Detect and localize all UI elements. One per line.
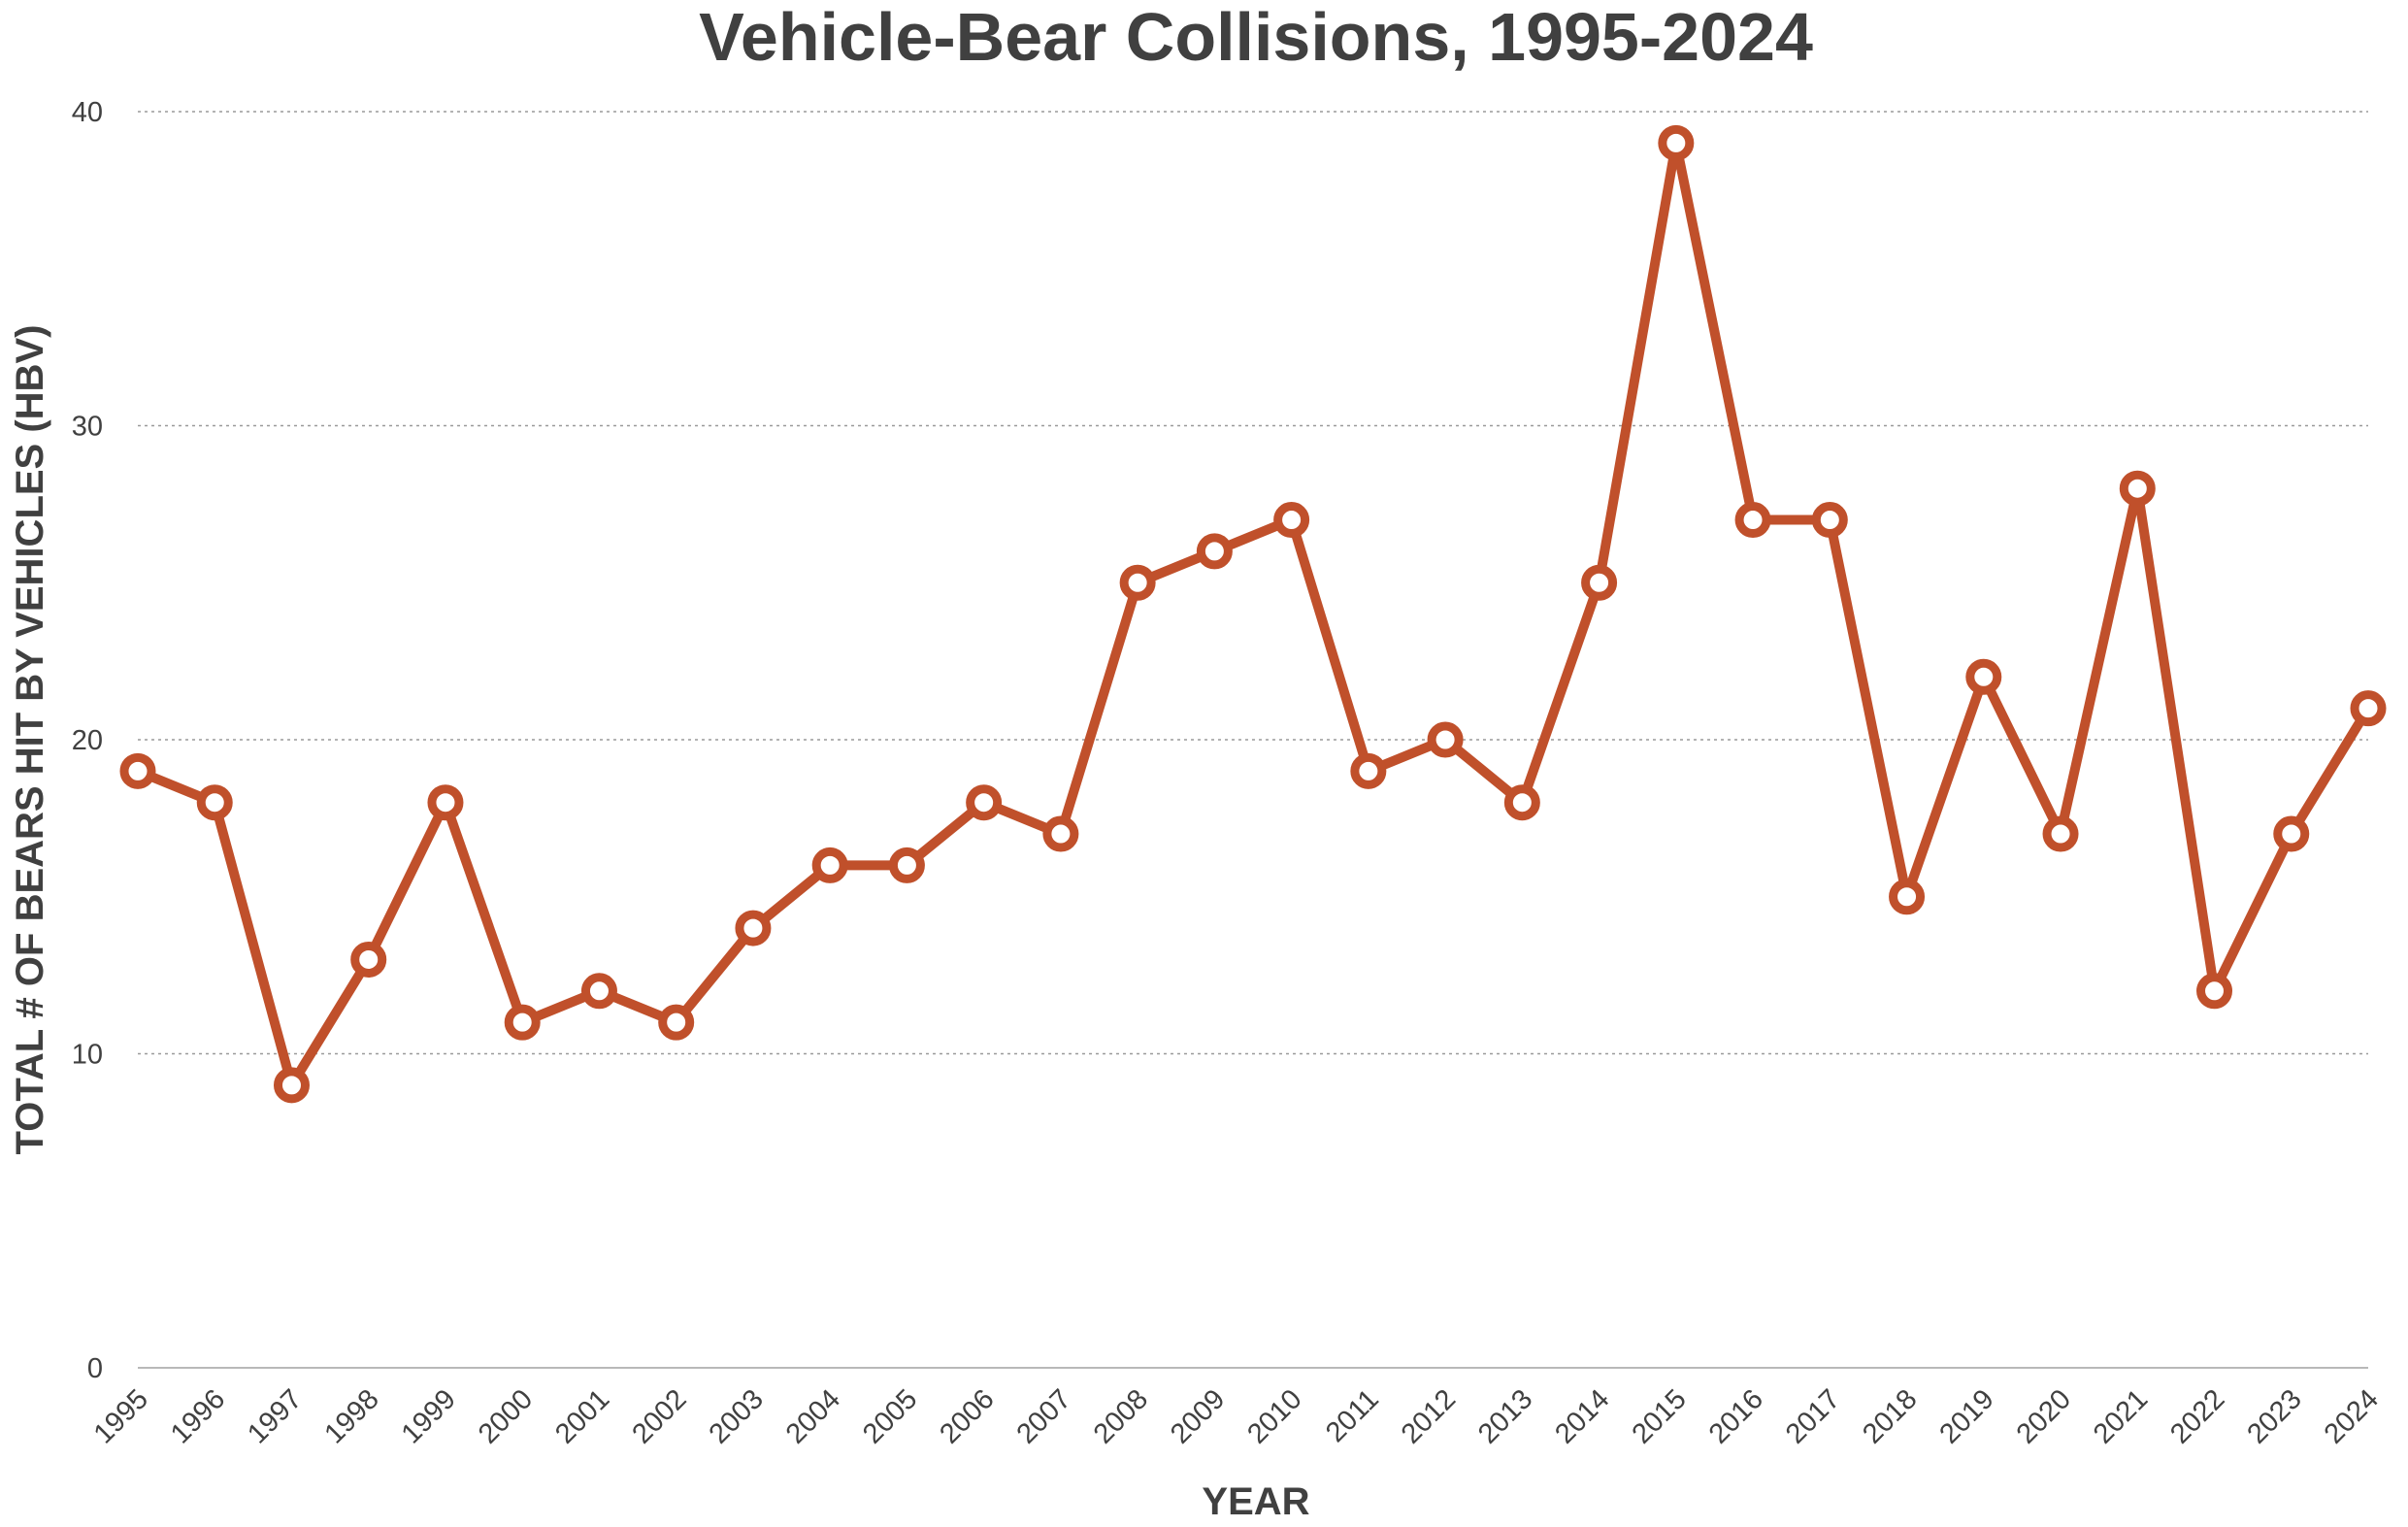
x-tick-label: 1999	[396, 1383, 462, 1449]
data-point-1995	[119, 752, 156, 789]
x-tick-label: 2017	[1780, 1383, 1846, 1449]
x-tick-label: 2018	[1857, 1383, 1923, 1449]
x-tick-label: 2022	[2164, 1383, 2230, 1449]
data-point-2004	[811, 846, 848, 883]
x-tick-label: 1998	[318, 1383, 384, 1449]
y-tick-label: 30	[72, 412, 103, 443]
x-tick-label: 2003	[704, 1383, 770, 1449]
x-tick-label: 1995	[88, 1383, 154, 1449]
x-tick-label: 2014	[1549, 1383, 1615, 1449]
grid-lines	[138, 111, 2368, 1369]
y-tick-label: 40	[72, 97, 103, 128]
data-point-2013	[1503, 784, 1540, 821]
data-point-2017	[1811, 502, 1848, 539]
x-tick-label: 2001	[549, 1383, 615, 1449]
data-point-1999	[427, 784, 464, 821]
x-tick-label: 2016	[1703, 1383, 1769, 1449]
series-line	[133, 138, 2373, 1090]
data-point-2003	[735, 910, 772, 946]
data-point-2001	[580, 973, 617, 1010]
x-tick-label: 2024	[2319, 1383, 2385, 1449]
data-point-2006	[966, 784, 1003, 821]
data-point-2000	[504, 1004, 541, 1041]
y-axis-label: TOTAL # OF BEARS HIT BY VEHICLES (HBV)	[9, 325, 51, 1155]
data-point-2023	[2273, 815, 2310, 852]
y-axis-ticks: 0 10 20 30 40	[72, 97, 103, 1384]
x-tick-label: 2004	[780, 1383, 846, 1449]
data-point-2008	[1119, 564, 1156, 601]
x-tick-label: 2010	[1241, 1383, 1307, 1449]
data-point-2005	[888, 846, 925, 883]
x-tick-label: 2002	[626, 1383, 692, 1449]
x-tick-label: 2005	[857, 1383, 923, 1449]
x-axis-label: YEAR	[1202, 1480, 1309, 1523]
chart-title: Vehicle-Bear Collisions, 1995-2024	[699, 0, 1813, 75]
x-tick-label: 2020	[2011, 1383, 2077, 1449]
x-tick-label: 2013	[1472, 1383, 1538, 1449]
x-tick-label: 2011	[1320, 1383, 1385, 1448]
x-tick-label: 1997	[242, 1383, 308, 1449]
data-point-2009	[1196, 533, 1233, 570]
y-tick-label: 0	[87, 1353, 103, 1384]
data-point-2014	[1581, 564, 1618, 601]
data-point-2002	[658, 1004, 695, 1041]
x-tick-label: 2019	[1933, 1383, 1999, 1449]
x-tick-label: 2009	[1165, 1383, 1231, 1449]
data-point-1996	[196, 784, 233, 821]
series-hbv-points	[119, 124, 2387, 1104]
x-tick-label: 2023	[2241, 1383, 2307, 1449]
x-tick-label: 2007	[1011, 1383, 1077, 1449]
x-tick-label: 2012	[1396, 1383, 1462, 1449]
y-tick-label: 10	[72, 1040, 103, 1071]
data-point-2021	[2119, 470, 2156, 507]
data-point-2015	[1658, 124, 1695, 161]
data-point-1998	[350, 941, 387, 978]
data-point-2012	[1427, 721, 1464, 758]
x-axis-ticks: 1995 1996 1997 1998 1999 2000 2001 2002 2003 2004…	[88, 1383, 2385, 1449]
data-point-2007	[1042, 815, 1079, 852]
data-point-2020	[2042, 815, 2079, 852]
data-point-1997	[273, 1067, 310, 1104]
x-tick-label: 2015	[1627, 1383, 1693, 1449]
data-point-2016	[1734, 502, 1771, 539]
data-point-2022	[2196, 973, 2233, 1010]
x-tick-label: 2008	[1088, 1383, 1154, 1449]
x-tick-label: 1996	[165, 1383, 231, 1449]
y-tick-label: 20	[72, 725, 103, 756]
data-point-2019	[1965, 658, 2002, 695]
data-point-2024	[2350, 690, 2387, 727]
data-point-2018	[1889, 879, 1926, 915]
x-tick-label: 2021	[2088, 1383, 2154, 1449]
data-point-2011	[1350, 752, 1387, 789]
data-point-2010	[1273, 502, 1310, 539]
x-tick-label: 2000	[473, 1383, 539, 1449]
x-tick-label: 2006	[934, 1383, 1000, 1449]
series-hbv	[133, 138, 2373, 1090]
